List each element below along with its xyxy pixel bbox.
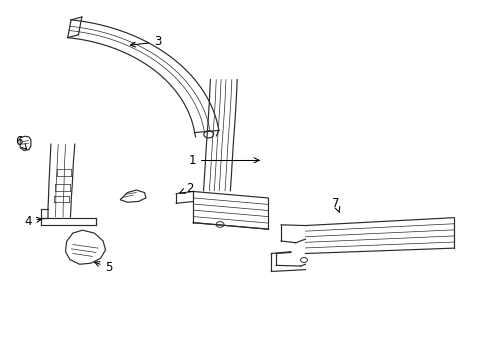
Text: 6: 6 bbox=[16, 135, 27, 149]
Text: 4: 4 bbox=[24, 215, 41, 228]
Text: 7: 7 bbox=[331, 197, 339, 213]
Text: 3: 3 bbox=[130, 35, 162, 49]
Text: 5: 5 bbox=[94, 261, 113, 274]
Text: 2: 2 bbox=[180, 183, 193, 195]
Text: 1: 1 bbox=[188, 154, 259, 167]
